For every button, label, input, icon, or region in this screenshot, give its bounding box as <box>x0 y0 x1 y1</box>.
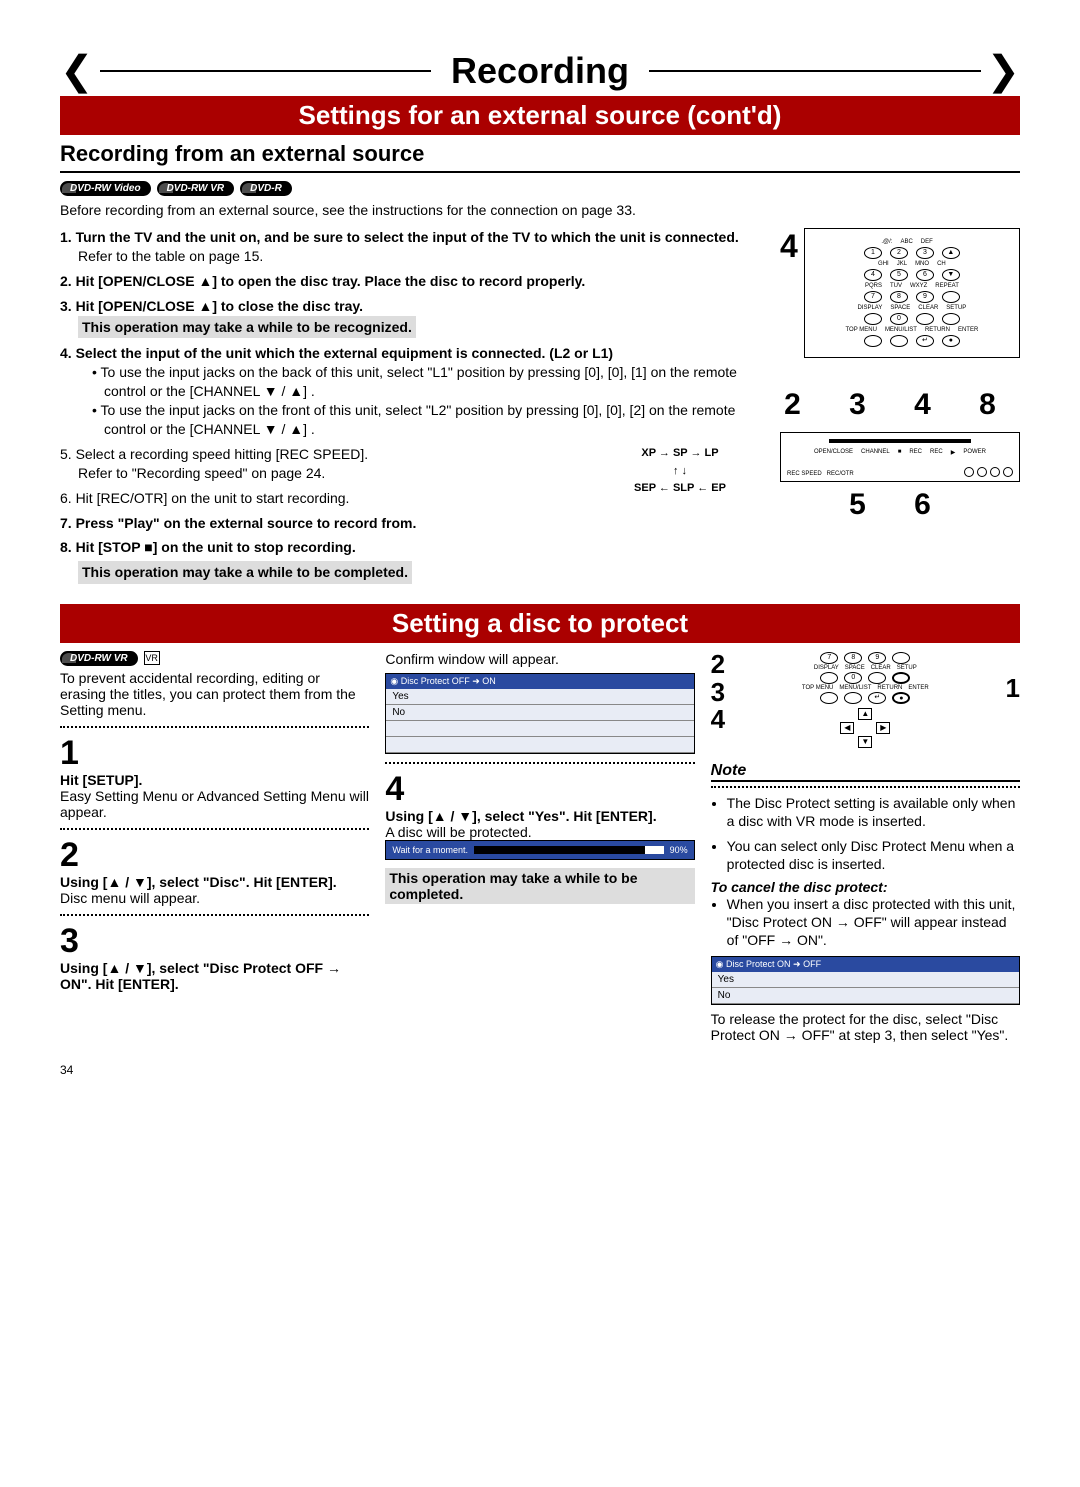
step-3-head: 3. Hit [OPEN/CLOSE ▲] to close the disc … <box>60 297 760 316</box>
progress-window: Wait for a moment. 90% <box>385 840 694 860</box>
win1-no: No <box>386 705 693 721</box>
dot-rule <box>60 914 369 916</box>
speed-row-1: XP → SP → LP <box>600 445 760 463</box>
remote-callout-4: 4 <box>780 228 798 265</box>
protect-s4b: A disc will be protected. <box>385 824 694 840</box>
note-2: You can select only Disc Protect Menu wh… <box>727 837 1020 873</box>
protect-s1h: Hit [SETUP]. <box>60 772 369 788</box>
step-5-body: Refer to "Recording speed" on page 24. <box>78 464 600 483</box>
highlight-3: This operation may take a while to be co… <box>385 868 694 904</box>
remote-diagram: .@/:ABCDEF 123▲ GHIJKLMNOCH 456▼ PQRSTUV… <box>804 228 1020 358</box>
badge-dvdrw-vr: DVD-RW VR <box>157 181 235 196</box>
win2-no: No <box>712 988 1019 1004</box>
cancel-heading: To cancel the disc protect: <box>711 879 1020 895</box>
protect-s1b: Easy Setting Menu or Advanced Setting Me… <box>60 788 369 820</box>
side-callout-1: 1 <box>1006 675 1020 702</box>
side-callouts: 2 3 4 <box>711 651 725 733</box>
page-title: Recording <box>437 50 643 92</box>
step-4b: • To use the input jacks on the front of… <box>92 401 760 439</box>
badge-dvdr: DVD-R <box>240 181 292 196</box>
protect-s2h: Using [▲ / ▼], select "Disc". Hit [ENTER… <box>60 874 369 890</box>
step-1-body: Refer to the table on page 15. <box>78 247 760 266</box>
note-heading: Note <box>711 762 1020 782</box>
step-8-head: 8. Hit [STOP ■] on the unit to stop reco… <box>60 538 760 557</box>
note-dots <box>711 786 1020 788</box>
rule-right <box>649 70 980 72</box>
step-4a: • To use the input jacks on the back of … <box>92 363 760 401</box>
section-banner-1: Settings for an external source (cont'd) <box>60 96 1020 135</box>
win2-yes: Yes <box>712 972 1019 988</box>
progress-label: Wait for a moment. <box>392 845 468 855</box>
vr-icon: VR <box>144 651 160 665</box>
page-title-bar: ❮ Recording ❯ <box>60 50 1020 92</box>
protect-col-3: 2 3 4 789 DISPLAYSPACECLEARSETUP 0 TOP M… <box>711 651 1020 1042</box>
progress-pct: 90% <box>670 845 688 855</box>
format-badges: DVD-RW Video DVD-RW VR DVD-R <box>60 181 1020 196</box>
section-banner-2: Setting a disc to protect <box>60 604 1020 643</box>
speed-row-2: SEP ← SLP ← EP <box>600 480 760 498</box>
protect-num-2: 2 <box>60 838 369 872</box>
step-4-head: 4. Select the input of the unit which th… <box>60 344 760 363</box>
rule-left <box>100 70 431 72</box>
confirm-window-1: ◉ Disc Protect OFF ➜ ON Yes No <box>385 673 694 754</box>
protect-col-1: DVD-RW VR VR To prevent accidental recor… <box>60 651 369 1042</box>
note-3: When you insert a disc protected with th… <box>727 895 1020 950</box>
confirm-text: Confirm window will appear. <box>385 651 694 667</box>
page-number: 34 <box>60 1063 1020 1077</box>
step-7-head: 7. Press "Play" on the external source t… <box>60 514 760 533</box>
protect-s3h: Using [▲ / ▼], select "Disc Protect OFF … <box>60 960 369 992</box>
disc-icon: ◉ <box>390 676 398 686</box>
speed-cycle-diagram: XP → SP → LP ↑ ↓ SEP ← SLP ← EP <box>600 445 760 508</box>
highlight-1: This operation may take a while to be re… <box>78 316 416 339</box>
step-2-head: 2. Hit [OPEN/CLOSE ▲] to open the disc t… <box>60 272 760 291</box>
dot-rule <box>385 762 694 764</box>
disc-icon: ◉ <box>716 959 724 969</box>
protect-num-3: 3 <box>60 924 369 958</box>
chevron-right-icon: ❯ <box>987 51 1021 91</box>
protect-num-4: 4 <box>385 772 694 806</box>
step-1-head: 1. Turn the TV and the unit on, and be s… <box>60 228 760 247</box>
win1-title: Disc Protect OFF ➜ ON <box>401 676 496 686</box>
release-text: To release the protect for the disc, sel… <box>711 1011 1020 1043</box>
note-1: The Disc Protect setting is available on… <box>727 794 1020 830</box>
unit-callouts-bottom: 5 6 <box>780 488 1020 522</box>
dot-rule <box>60 726 369 728</box>
win1-yes: Yes <box>386 689 693 705</box>
unit-callouts-top: 2 3 4 8 <box>780 388 1020 422</box>
dot-rule <box>60 828 369 830</box>
protect-s4h: Using [▲ / ▼], select "Yes". Hit [ENTER]… <box>385 808 694 824</box>
protect-num-1: 1 <box>60 736 369 770</box>
subheading-1: Recording from an external source <box>60 141 1020 173</box>
badge-dvdrw-vr-2: DVD-RW VR <box>60 651 138 666</box>
instruction-list: 1. Turn the TV and the unit on, and be s… <box>60 228 760 590</box>
protect-intro: To prevent accidental recording, editing… <box>60 670 369 718</box>
step-5-head: 5. Select a recording speed hitting [REC… <box>60 445 600 464</box>
chevron-left-icon: ❮ <box>60 51 94 91</box>
intro-text: Before recording from an external source… <box>60 202 1020 218</box>
diagrams-column: 4 .@/:ABCDEF 123▲ GHIJKLMNOCH 456▼ PQRST… <box>780 228 1020 590</box>
confirm-window-2: ◉ Disc Protect ON ➜ OFF Yes No <box>711 956 1020 1005</box>
remote-mini-diagram: 789 DISPLAYSPACECLEARSETUP 0 TOP MENUMEN… <box>733 651 997 752</box>
protect-col-2: Confirm window will appear. ◉ Disc Prote… <box>385 651 694 1042</box>
highlight-2: This operation may take a while to be co… <box>78 561 412 584</box>
win2-title: Disc Protect ON ➜ OFF <box>726 959 821 969</box>
step-6-head: 6. Hit [REC/OTR] on the unit to start re… <box>60 489 600 508</box>
protect-s2b: Disc menu will appear. <box>60 890 369 906</box>
speed-arrows: ↑ ↓ <box>600 463 760 481</box>
unit-diagram-wrapper: 2 3 4 8 OPEN/CLOSECHANNEL■RECREC▶︎POWER … <box>780 388 1020 522</box>
unit-front-panel: OPEN/CLOSECHANNEL■RECREC▶︎POWER REC SPEE… <box>780 432 1020 482</box>
badge-dvdrw-video: DVD-RW Video <box>60 181 151 196</box>
